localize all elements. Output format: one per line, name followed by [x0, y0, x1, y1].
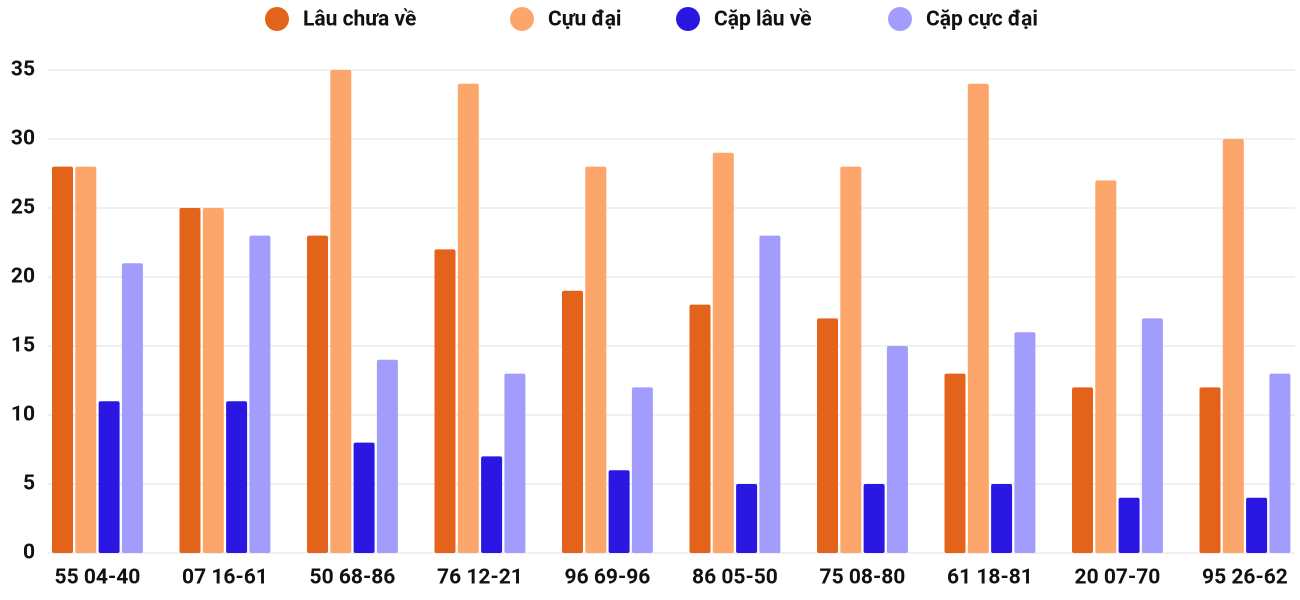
legend-marker [265, 7, 289, 31]
x-tick-label: 75 08-80 [820, 566, 906, 590]
bar [1072, 387, 1093, 553]
legend-marker [676, 7, 700, 31]
bar [712, 152, 734, 554]
y-tick-label: 15 [11, 334, 35, 358]
y-tick-label: 0 [23, 541, 35, 565]
bar [759, 235, 781, 553]
bar [967, 83, 989, 554]
bar [1014, 332, 1036, 553]
bar [585, 166, 607, 553]
bar [817, 318, 838, 553]
x-tick-label: 07 16-61 [182, 566, 268, 590]
bar [121, 263, 143, 553]
bar [863, 484, 885, 553]
x-tick-label: 20 07-70 [1075, 566, 1161, 590]
bar [840, 166, 862, 553]
bar [434, 249, 456, 553]
x-tick-label: 76 12-21 [437, 566, 523, 590]
bar [481, 456, 503, 553]
bar [1269, 373, 1291, 553]
bar [457, 83, 479, 554]
bar [504, 373, 526, 553]
legend-label: Cặp cực đại [926, 8, 1038, 32]
bar [249, 235, 271, 553]
bar [307, 235, 328, 553]
legend-label: Cặp lâu về [714, 8, 812, 32]
legend-label: Cựu đại [548, 8, 622, 32]
bar [886, 346, 908, 553]
bar [202, 208, 224, 553]
bar [991, 484, 1013, 553]
bar [736, 484, 758, 553]
legend-marker [888, 7, 912, 31]
y-tick-label: 30 [11, 127, 35, 151]
y-tick-label: 25 [11, 196, 35, 220]
legend-marker [510, 7, 534, 31]
y-tick-label: 10 [11, 403, 35, 427]
x-tick-label: 61 18-81 [947, 566, 1033, 590]
bar [179, 208, 201, 553]
x-tick-label: 86 05-50 [692, 566, 778, 590]
x-tick-label: 55 04-40 [55, 566, 141, 590]
bar [562, 290, 583, 553]
x-tick-label: 95 26-62 [1202, 566, 1288, 590]
x-tick-label: 96 69-96 [565, 566, 651, 590]
bar [944, 373, 966, 553]
bar [226, 401, 248, 553]
bar [1222, 139, 1244, 553]
bar [52, 166, 73, 553]
bar [376, 359, 398, 553]
y-tick-label: 35 [11, 58, 35, 82]
bar [330, 70, 352, 553]
bar [1246, 497, 1268, 553]
y-tick-label: 20 [11, 265, 35, 289]
bar [1199, 387, 1221, 553]
bar [353, 442, 375, 553]
bar [98, 401, 120, 553]
bar [631, 387, 653, 553]
y-tick-label: 5 [23, 472, 35, 496]
bar [1118, 497, 1140, 553]
bar [689, 304, 711, 553]
bar [608, 470, 630, 553]
bar [1095, 180, 1117, 553]
bar [1141, 318, 1163, 553]
bar [75, 166, 97, 553]
legend-label: Lâu chưa về [303, 8, 416, 32]
x-tick-label: 50 68-86 [310, 566, 396, 590]
